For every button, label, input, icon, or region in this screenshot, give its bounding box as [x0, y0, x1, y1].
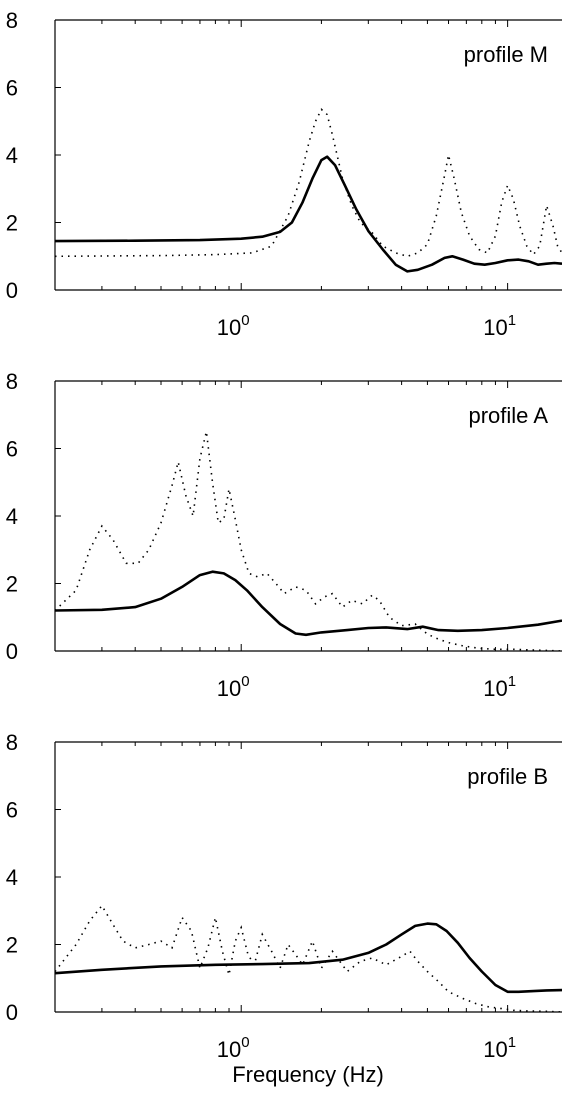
dotted-series-line	[55, 108, 562, 258]
series-group	[55, 904, 562, 1012]
y-tick-label: 8	[6, 369, 18, 394]
y-tick-label: 6	[6, 437, 18, 462]
series-group	[55, 108, 562, 273]
y-tick-label: 8	[6, 730, 18, 755]
panel-3: 0 2 4 6 8 100 101 profile B	[6, 730, 562, 1062]
x-axis-label: Frequency (Hz)	[232, 1062, 384, 1087]
solid-series-line	[55, 570, 562, 637]
solid-series-line	[55, 922, 562, 994]
x-tick-label: 100	[217, 312, 250, 340]
panel-annotation: profile B	[467, 764, 548, 789]
x-tick-label: 101	[483, 1034, 516, 1062]
solid-series-line	[55, 155, 562, 273]
panel-annotation: profile A	[469, 403, 549, 428]
y-tick-label: 0	[6, 278, 18, 303]
panel-2: 0 2 4 6 8 100 101 profile A	[6, 369, 562, 701]
y-tick-label: 0	[6, 639, 18, 664]
y-tick-label: 6	[6, 76, 18, 101]
dotted-series-line	[55, 431, 562, 651]
y-tick-label: 4	[6, 504, 18, 529]
y-tick-label: 2	[6, 572, 18, 597]
y-tick-label: 4	[6, 143, 18, 168]
y-tick-label: 0	[6, 1000, 18, 1025]
x-tick-label: 101	[483, 673, 516, 701]
y-tick-label: 2	[6, 211, 18, 236]
y-tick-label: 4	[6, 865, 18, 890]
series-group	[55, 431, 562, 651]
x-tick-label: 100	[217, 673, 250, 701]
x-tick-label: 100	[217, 1034, 250, 1062]
dotted-series-line	[55, 904, 562, 1012]
y-tick-label: 2	[6, 933, 18, 958]
y-tick-label: 6	[6, 798, 18, 823]
panel-annotation: profile M	[464, 42, 548, 67]
panel-1: 0 2 4 6 8 100 101 profile M	[6, 8, 562, 340]
y-tick-label: 8	[6, 8, 18, 33]
x-tick-label: 101	[483, 312, 516, 340]
